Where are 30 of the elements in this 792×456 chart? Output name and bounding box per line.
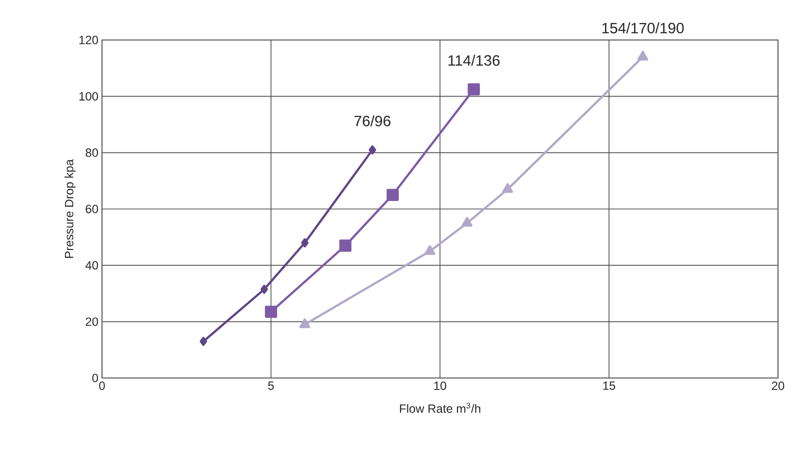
series-label: 76/96 xyxy=(354,115,390,126)
point xyxy=(502,183,514,193)
point xyxy=(462,217,472,227)
x-tick-label: 20 xyxy=(772,382,784,390)
x-tick-label: 5 xyxy=(268,382,274,390)
x-axis-title: Flow Rate m$^{3}$/h xyxy=(400,402,480,413)
point xyxy=(264,306,278,318)
y-tick-label: 100 xyxy=(79,92,98,101)
x-tick-label: 10 xyxy=(434,382,446,390)
series-label: 114/136 xyxy=(448,54,500,66)
point xyxy=(301,238,309,248)
point xyxy=(368,145,376,154)
y-tick-label: 0 xyxy=(92,374,98,382)
x-tick-label: 15 xyxy=(603,382,616,390)
y-tick-label: 40 xyxy=(85,261,98,270)
x-tick-label: 0 xyxy=(99,382,105,390)
y-tick-label: 60 xyxy=(86,204,98,214)
point xyxy=(386,188,399,201)
point xyxy=(339,240,352,252)
point xyxy=(299,318,310,328)
y-tick-label: 20 xyxy=(86,317,98,326)
y-axis-title: Pressure Drop kpa xyxy=(64,159,76,258)
point xyxy=(468,83,480,96)
y-tick-label: 120 xyxy=(79,36,98,44)
point xyxy=(637,50,648,60)
point xyxy=(424,245,436,255)
point xyxy=(200,336,208,346)
series-label: 154/170/190 xyxy=(602,22,684,34)
point xyxy=(260,284,268,294)
y-tick-label: 80 xyxy=(86,148,98,157)
